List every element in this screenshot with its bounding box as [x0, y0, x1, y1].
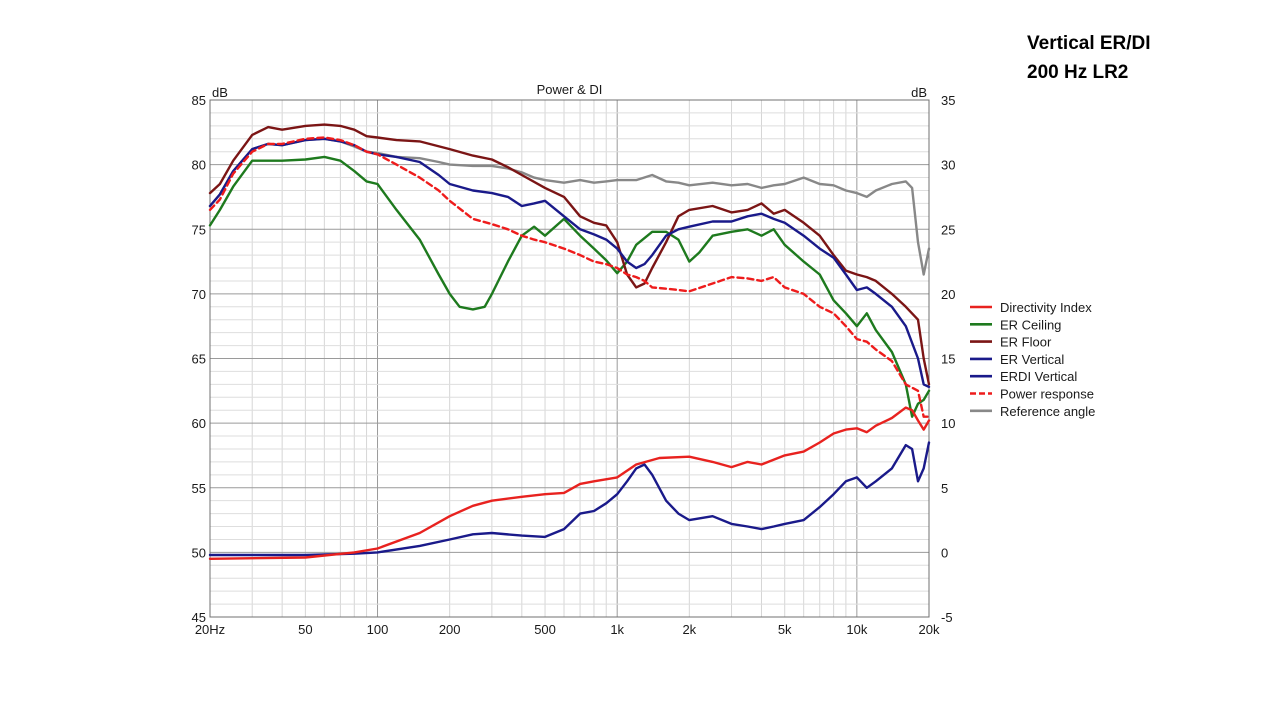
series-line-erdi-vertical [208, 441, 931, 557]
chart-title: Power & DI [537, 82, 603, 97]
x-tick-label: 5k [778, 622, 792, 637]
y-tick-left: 50 [192, 545, 206, 560]
x-tick-label: 100 [367, 622, 389, 637]
y-tick-right: 5 [941, 481, 948, 496]
legend-label: ER Vertical [1000, 352, 1064, 367]
y-tick-left: 55 [192, 481, 206, 496]
series-line-directivity-index [208, 406, 931, 560]
legend-label: ERDI Vertical [1000, 369, 1077, 384]
x-tick-label: 2k [682, 622, 696, 637]
y-tick-left: 80 [192, 158, 206, 173]
x-tick-label: 10k [846, 622, 867, 637]
x-tick-label: 1k [610, 622, 624, 637]
legend-label: ER Floor [1000, 335, 1052, 350]
slide-title-line-1: Vertical ER/DI [1027, 33, 1151, 54]
x-tick-label: 20k [919, 622, 940, 637]
y-tick-left: 75 [192, 222, 206, 237]
y-tick-left: 65 [192, 352, 206, 367]
y-tick-right: 20 [941, 287, 955, 302]
x-tick-label: 20Hz [195, 622, 225, 637]
slide-title-line-2: 200 Hz LR2 [1027, 62, 1129, 83]
legend-label: Power response [1000, 387, 1094, 402]
x-tick-label: 500 [534, 622, 556, 637]
slide-title: Vertical ER/DI 200 Hz LR2 [1027, 29, 1151, 87]
y-tick-right: -5 [941, 610, 953, 625]
legend-label: Reference angle [1000, 404, 1095, 419]
y-tick-right: 25 [941, 222, 955, 237]
y-tick-right: 10 [941, 416, 955, 431]
x-tick-label: 50 [298, 622, 312, 637]
y-tick-left: 85 [192, 93, 206, 108]
legend-label: ER Ceiling [1000, 317, 1061, 332]
y-tick-right: 0 [941, 545, 948, 560]
y-axis-left-unit: dB [212, 85, 228, 100]
y-tick-left: 45 [192, 610, 206, 625]
y-tick-right: 15 [941, 352, 955, 367]
y-axis-right-unit: dB [911, 85, 927, 100]
legend-label: Directivity Index [1000, 300, 1092, 315]
series-line-power-response [208, 136, 931, 418]
series-line-er-floor [208, 123, 931, 386]
y-tick-left: 60 [192, 416, 206, 431]
x-tick-label: 200 [439, 622, 461, 637]
plot-frame [209, 99, 930, 618]
y-tick-right: 35 [941, 93, 955, 108]
y-tick-right: 30 [941, 158, 955, 173]
y-tick-left: 70 [192, 287, 206, 302]
